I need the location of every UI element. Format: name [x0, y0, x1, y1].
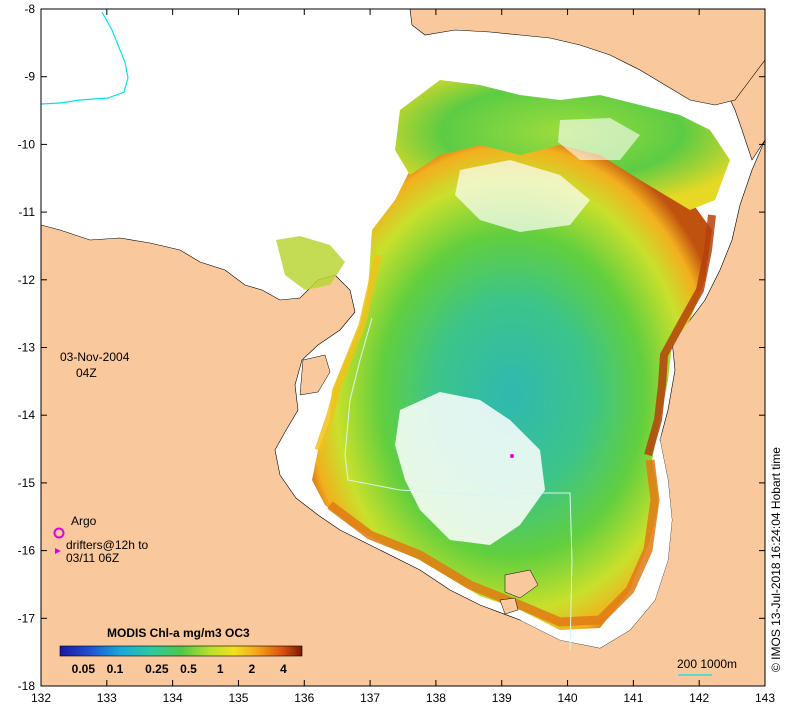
isobath-200m	[344, 317, 373, 456]
x-tick-label: 139	[492, 691, 512, 705]
drifter-marker	[510, 454, 514, 458]
colorbar-tick-label: 1	[217, 662, 224, 676]
x-tick-label: 136	[294, 691, 314, 705]
coastal-high-chl-east	[644, 214, 716, 457]
argo-legend-label: Argo	[71, 514, 97, 528]
y-tick-label: -10	[18, 137, 36, 151]
y-tick-label: -9	[24, 70, 35, 84]
drifter-legend-line1: drifters@12h to	[66, 538, 149, 552]
coastal-high-chl-south	[327, 459, 660, 627]
y-tick-label: -18	[18, 679, 36, 693]
west-bay-chlorophyll	[276, 236, 345, 290]
x-tick-label: 140	[558, 691, 578, 705]
x-tick-label: 134	[163, 691, 183, 705]
y-tick-label: -17	[18, 611, 36, 625]
colorbar-tick-label: 0.05	[72, 662, 96, 676]
colorbar	[59, 645, 303, 657]
colorbar-title: MODIS Chl-a mg/m3 OC3	[107, 626, 250, 640]
drifter-legend-line2: 03/11 06Z	[66, 551, 119, 565]
y-tick-label: -8	[24, 2, 35, 16]
island-groote	[299, 354, 331, 396]
x-tick-label: 141	[623, 691, 643, 705]
x-tick-label: 137	[360, 691, 380, 705]
colorbar-tick-label: 0.1	[107, 662, 124, 676]
island-mornington	[504, 569, 539, 599]
colorbar-tick-label: 0.25	[145, 662, 169, 676]
cloud-gap-north	[455, 160, 590, 232]
land-new-guinea	[409, 9, 765, 106]
time-label: 04Z	[76, 366, 97, 380]
y-axis-ticks: -8 -9 -10 -11 -12 -13 -14 -15 -16 -17 -18	[18, 2, 765, 693]
island-wellesley	[499, 597, 519, 615]
y-tick-label: -12	[18, 273, 36, 287]
y-tick-label: -11	[19, 205, 36, 219]
colorbar-tick-label: 0.5	[180, 662, 197, 676]
colorbar-ticks: 0.05 0.1 0.25 0.5 1 2 4	[72, 662, 287, 676]
y-tick-label: -14	[18, 408, 36, 422]
y-tick-label: -13	[18, 341, 36, 355]
credit-text: © IMOS 13-Jul-2018 16:24:04 Hobart time	[769, 447, 783, 672]
x-tick-label: 133	[97, 691, 117, 705]
cloud-gap-east	[558, 118, 640, 160]
isobath-1000m	[344, 454, 573, 651]
cloud-gap-central	[395, 392, 545, 545]
coastal-high-chl-west	[314, 254, 382, 452]
y-tick-label: -15	[18, 476, 36, 490]
x-tick-label: 135	[228, 691, 248, 705]
cyan-boundary-line	[41, 11, 129, 105]
land-arnhem	[41, 139, 765, 686]
date-label: 03-Nov-2004	[60, 350, 130, 364]
x-tick-label: 138	[426, 691, 446, 705]
gulf-chlorophyll-field	[312, 140, 712, 630]
x-tick-label: 143	[755, 691, 775, 705]
x-tick-label: 132	[31, 691, 51, 705]
argo-legend-icon	[53, 527, 65, 539]
coastal-no-data-strip	[520, 430, 672, 648]
drifter-legend-icon	[55, 548, 61, 554]
colorbar-tick-label: 4	[280, 662, 287, 676]
colorbar-tick-label: 2	[248, 662, 255, 676]
depth-legend-label: 200 1000m	[677, 657, 737, 671]
y-tick-label: -16	[18, 544, 36, 558]
x-axis-ticks: 132 133 134 135 136 137 138 139 140 141 142 143	[31, 9, 775, 705]
x-tick-label: 142	[689, 691, 709, 705]
